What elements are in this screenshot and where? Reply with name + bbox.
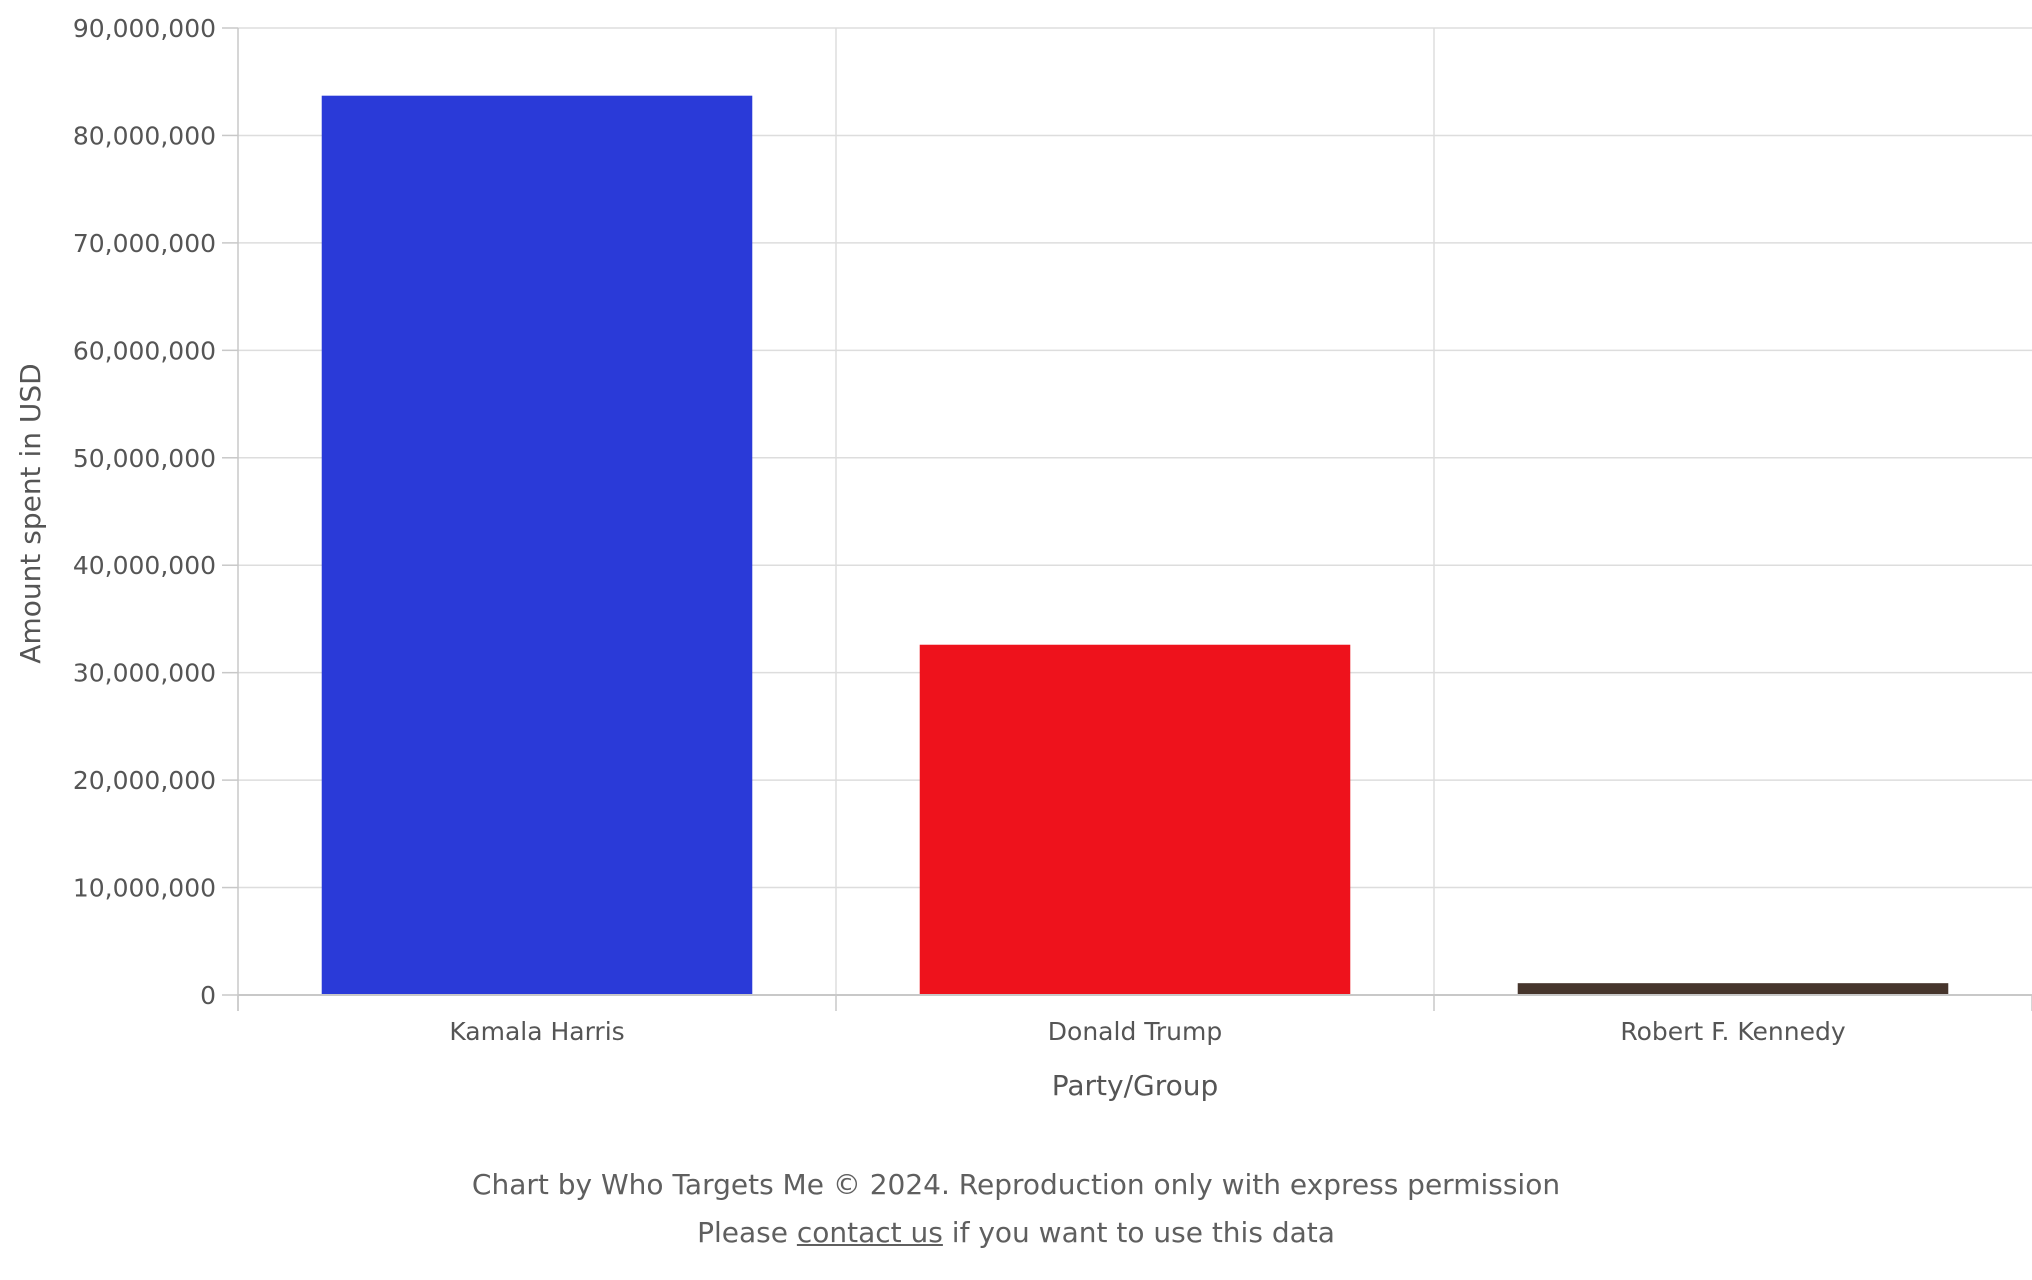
contact-us-link[interactable]: contact us (796, 1216, 943, 1249)
bar-kamala-harris (321, 95, 753, 995)
y-axis-title: Amount spent in USD (14, 363, 47, 663)
y-tick-label: 10,000,000 (73, 874, 216, 903)
y-tick-label: 90,000,000 (73, 14, 216, 43)
x-tick-label: Robert F. Kennedy (1620, 1017, 1846, 1046)
axes (222, 27, 2032, 1011)
bar-robert-f-kennedy (1517, 983, 1949, 995)
y-tick-label: 30,000,000 (73, 659, 216, 688)
x-tick-label: Kamala Harris (449, 1017, 624, 1046)
y-tick-label: 70,000,000 (73, 229, 216, 258)
tick-labels: 0 10,000,000 20,000,000 30,000,000 40,000,00… (73, 14, 1846, 1046)
y-tick-label: 60,000,000 (73, 336, 216, 365)
y-tick-label: 0 (200, 981, 216, 1010)
bar-donald-trump (919, 644, 1351, 995)
chart-credit: Chart by Who Targets Me © 2024. Reproduc… (471, 1168, 1561, 1201)
x-tick-label: Donald Trump (1048, 1017, 1222, 1046)
y-tick-label: 40,000,000 (73, 551, 216, 580)
contact-suffix: if you want to use this data (942, 1216, 1335, 1249)
x-axis-title: Party/Group (1052, 1069, 1219, 1102)
contact-prefix: Please (697, 1216, 797, 1249)
bars (321, 95, 1949, 995)
y-tick-label: 80,000,000 (73, 121, 216, 150)
y-tick-label: 50,000,000 (73, 444, 216, 473)
y-tick-label: 20,000,000 (73, 766, 216, 795)
contact-note: Please contact us if you want to use thi… (0, 1216, 2032, 1249)
